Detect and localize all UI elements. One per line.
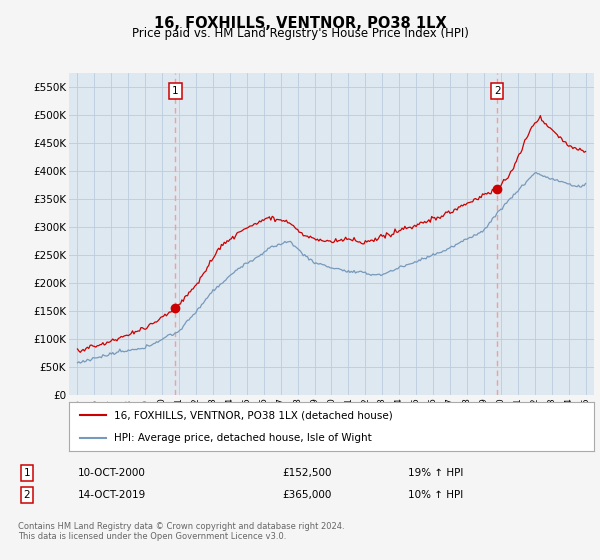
Text: 19% ↑ HPI: 19% ↑ HPI	[408, 468, 463, 478]
Text: 16, FOXHILLS, VENTNOR, PO38 1LX: 16, FOXHILLS, VENTNOR, PO38 1LX	[154, 16, 446, 31]
Text: Price paid vs. HM Land Registry's House Price Index (HPI): Price paid vs. HM Land Registry's House …	[131, 27, 469, 40]
Text: £152,500: £152,500	[282, 468, 331, 478]
Text: 16, FOXHILLS, VENTNOR, PO38 1LX (detached house): 16, FOXHILLS, VENTNOR, PO38 1LX (detache…	[113, 410, 392, 421]
Text: £365,000: £365,000	[282, 490, 331, 500]
Text: 1: 1	[172, 86, 179, 96]
Text: 1: 1	[23, 468, 31, 478]
Text: 2: 2	[23, 490, 31, 500]
Text: 10-OCT-2000: 10-OCT-2000	[78, 468, 146, 478]
Text: 2: 2	[494, 86, 500, 96]
Text: 14-OCT-2019: 14-OCT-2019	[78, 490, 146, 500]
Text: HPI: Average price, detached house, Isle of Wight: HPI: Average price, detached house, Isle…	[113, 433, 371, 444]
Text: 10% ↑ HPI: 10% ↑ HPI	[408, 490, 463, 500]
Text: Contains HM Land Registry data © Crown copyright and database right 2024.
This d: Contains HM Land Registry data © Crown c…	[18, 522, 344, 542]
